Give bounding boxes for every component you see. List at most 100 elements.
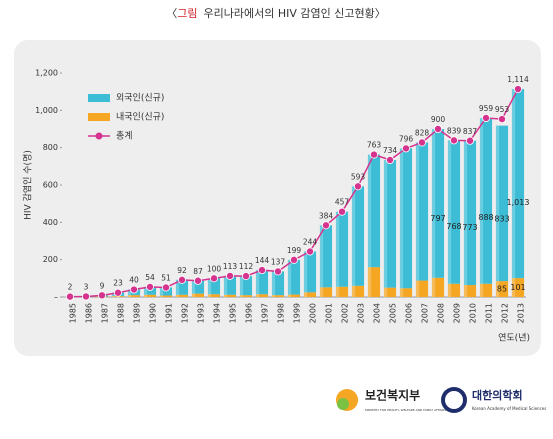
data-label: 1,013	[507, 198, 530, 207]
bar-highlight	[336, 212, 339, 287]
bar-highlight	[480, 118, 483, 284]
logo-kams: 대한의학회 Korean Academy of Medical Sciences	[441, 387, 546, 413]
bar-highlight	[288, 260, 291, 295]
legend-swatch	[88, 94, 110, 102]
x-tick-label: 1991	[165, 303, 174, 323]
x-tick-label: 1989	[133, 303, 142, 323]
y-tick-label: 1,200	[35, 69, 58, 78]
bar-highlight	[224, 276, 227, 295]
data-label: 101	[510, 283, 525, 292]
x-tick-label: 1995	[229, 303, 238, 323]
logo-mohw: 보건복지부 MINISTRY FOR HEALTH, WELFARE AND F…	[336, 388, 446, 413]
bar-highlight	[128, 295, 131, 297]
bar-highlight	[240, 295, 243, 297]
logo-icon	[337, 398, 349, 410]
bar-highlight	[384, 288, 387, 297]
total-label: 796	[399, 134, 414, 143]
total-label: 457	[335, 198, 350, 207]
total-point	[338, 208, 345, 215]
bar-highlight	[304, 251, 307, 292]
total-label: 3	[84, 282, 89, 291]
x-tick-label: 1990	[149, 303, 158, 323]
total-point	[82, 293, 89, 300]
title-text: 우리나라에서의 HIV 감염인 신고현황	[204, 7, 375, 20]
bar-highlight	[144, 295, 147, 297]
x-axis-label: 연도(년)	[498, 333, 530, 344]
data-label: 768	[446, 222, 461, 231]
total-label: 144	[255, 256, 270, 265]
y-tick-label: 200	[43, 255, 58, 264]
total-label: 900	[431, 115, 446, 124]
bar-highlight	[400, 148, 403, 288]
total-label: 54	[145, 273, 155, 282]
total-point	[146, 283, 153, 290]
total-point	[242, 272, 249, 279]
total-label: 87	[193, 267, 203, 276]
x-tick-label: 2011	[485, 303, 494, 323]
x-tick-label: 1992	[181, 303, 190, 323]
x-tick-label: 1996	[245, 303, 254, 323]
bar-highlight	[256, 270, 259, 294]
total-label: 244	[303, 237, 318, 246]
bar-highlight	[480, 284, 483, 297]
data-label: 833	[494, 214, 509, 223]
y-tick-label: 800	[43, 143, 58, 152]
x-tick-label: 2001	[325, 303, 334, 323]
total-label: 837	[463, 127, 478, 136]
x-tick-label: 2009	[453, 303, 462, 323]
data-label: 888	[478, 213, 493, 222]
total-label: 839	[447, 126, 462, 135]
x-tick-label: 1994	[213, 303, 222, 323]
total-label: 9	[100, 281, 105, 290]
total-label: 23	[113, 279, 123, 288]
total-label: 92	[177, 266, 187, 275]
bar-highlight	[368, 155, 371, 268]
total-point	[450, 137, 457, 144]
legend-marker	[96, 133, 103, 140]
bar-highlight	[352, 286, 355, 297]
logo-icon	[445, 391, 463, 409]
bar-highlight	[176, 295, 179, 297]
title-close: 〉	[375, 7, 386, 20]
bar-highlight	[208, 278, 211, 294]
bar-highlight	[448, 284, 451, 297]
bar-highlight	[112, 296, 115, 297]
data-label: 85	[497, 285, 507, 294]
bar-highlight	[384, 160, 387, 288]
x-tick-label: 2000	[309, 303, 318, 323]
total-point	[386, 156, 393, 163]
logo-subtext: MINISTRY FOR HEALTH, WELFARE AND FAMILY …	[365, 408, 446, 412]
x-tick-label: 1987	[101, 303, 110, 323]
total-point	[354, 183, 361, 190]
x-tick-label: 1993	[197, 303, 206, 323]
y-tick-label: –	[54, 293, 58, 302]
total-point	[178, 276, 185, 283]
total-point	[466, 137, 473, 144]
bar-highlight	[368, 267, 371, 297]
total-label: 959	[479, 104, 494, 113]
y-tick-label: 600	[43, 181, 58, 190]
bar-highlight	[448, 140, 451, 283]
total-point	[290, 256, 297, 263]
total-point	[418, 139, 425, 146]
x-tick-label: 2006	[405, 303, 414, 323]
total-point	[194, 277, 201, 284]
bar-highlight	[512, 89, 515, 278]
total-label: 137	[271, 257, 286, 266]
title-open: 〈	[166, 7, 177, 20]
x-tick-label: 2013	[517, 303, 526, 323]
total-point	[66, 293, 73, 300]
total-label: 112	[239, 262, 254, 271]
x-tick-label: 1997	[261, 303, 270, 323]
x-tick-label: 1986	[85, 303, 94, 323]
bar-highlight	[240, 276, 243, 295]
legend-swatch	[88, 113, 110, 121]
total-point	[258, 267, 265, 274]
total-point	[322, 222, 329, 229]
bar-highlight	[256, 294, 259, 297]
total-label: 113	[223, 262, 238, 271]
x-tick-label: 1988	[117, 303, 126, 323]
bar-highlight	[464, 285, 467, 297]
